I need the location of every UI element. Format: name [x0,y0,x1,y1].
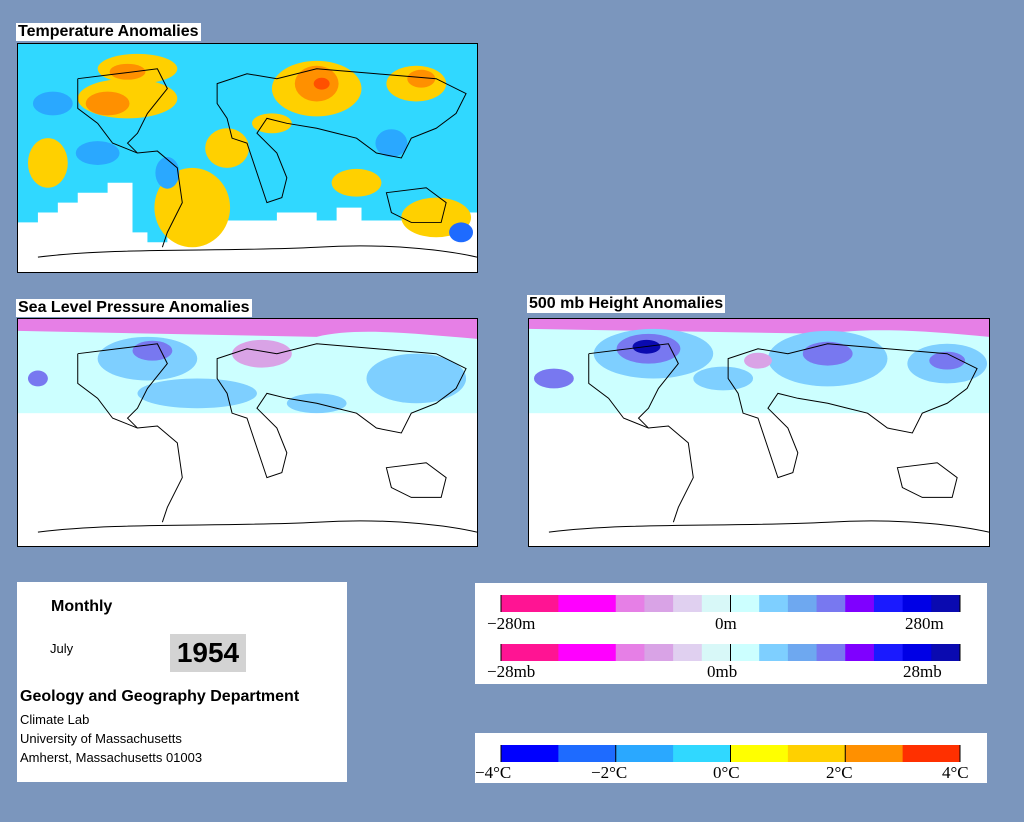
pressure-scale-swatch [558,644,588,661]
temperature-scale-swatch [787,745,846,762]
year-label: 1954 [170,634,246,672]
height-scale-swatch [931,595,961,612]
info-line-address: Amherst, Massachusetts 01003 [20,750,203,765]
temperature-scale-swatch [501,745,559,762]
info-line-university: University of Massachusetts [20,731,182,746]
height-legend-max: 280m [905,614,944,633]
pressure-scale-swatch [816,644,846,661]
height-scale-swatch [873,595,904,612]
temp-legend-label-3: 2°C [826,763,853,782]
height-scale-swatch [759,595,789,612]
height-scale-swatch [673,595,703,612]
height-color-scale [500,595,961,612]
height-scale-swatch [816,595,846,612]
department-name: Geology and Geography Department [20,688,300,705]
height-scale-swatch [902,595,932,612]
pressure-scale-swatch [873,644,904,661]
height-pressure-legend: −280m 0m 280m −28mb 0mb 28mb [475,583,987,684]
height-scale-swatch [701,595,731,612]
slp-map-graphic [18,319,477,546]
height-scale-swatch [730,595,760,612]
height-scale-swatch [587,595,617,612]
pressure-scale-swatch [587,644,617,661]
temperature-scale-swatch [615,745,674,762]
pressure-scale-swatch [673,644,703,661]
temperature-scale-swatch [902,745,961,762]
slp-anomaly-map [17,318,478,547]
height-legend-min: −280m [487,614,535,633]
temp-legend-label-1: −2°C [591,763,627,782]
pressure-scale-swatch [902,644,932,661]
pressure-legend-min: −28mb [487,662,535,681]
height-scale-swatch [787,595,818,612]
temperature-scale-swatch [558,745,617,762]
height-scale-swatch [615,595,645,612]
height-scale-swatch [529,595,559,612]
pressure-scale-swatch [759,644,789,661]
pressure-scale-swatch [529,644,559,661]
frequency-label: Monthly [51,598,113,615]
temperature-legend: −4°C −2°C 0°C 2°C 4°C [475,733,987,783]
height-scale-swatch [644,595,674,612]
temperature-scale-swatch [730,745,789,762]
temp-legend-label-2: 0°C [713,763,740,782]
height-scale-swatch [501,595,531,612]
pressure-scale-swatch [931,644,961,661]
temperature-scale-swatch [845,745,904,762]
height-map-graphic [529,319,989,546]
height-legend-mid: 0m [715,614,737,633]
pressure-scale-swatch [787,644,818,661]
pressure-scale-swatch [845,644,875,661]
temp-legend-label-4: 4°C [942,763,969,782]
temperature-panel-title: Temperature Anomalies [16,23,201,41]
temperature-map-graphic [18,44,477,272]
pressure-scale-swatch [501,644,531,661]
height-pressure-legend-graphic: −280m 0m 280m −28mb 0mb 28mb [487,595,961,681]
temperature-legend-graphic: −4°C −2°C 0°C 2°C 4°C [475,745,969,782]
height-panel-title: 500 mb Height Anomalies [527,295,726,313]
height-scale-swatch [558,595,588,612]
pressure-scale-swatch [615,644,645,661]
info-line-lab: Climate Lab [20,712,90,727]
temperature-scale-swatch [673,745,731,762]
temperature-color-scale [500,745,961,762]
pressure-scale-swatch [701,644,731,661]
pressure-legend-max: 28mb [903,662,942,681]
height-scale-swatch [845,595,875,612]
month-label: July [50,641,74,656]
pressure-scale-swatch [644,644,674,661]
temperature-anomaly-map [17,43,478,273]
pressure-scale-swatch [730,644,760,661]
pressure-legend-mid: 0mb [707,662,737,681]
height-anomaly-map [528,318,990,547]
pressure-color-scale [500,644,961,661]
info-box: Monthly July 1954 Geology and Geography … [17,582,347,782]
slp-panel-title: Sea Level Pressure Anomalies [16,299,252,317]
temp-legend-label-0: −4°C [475,763,511,782]
